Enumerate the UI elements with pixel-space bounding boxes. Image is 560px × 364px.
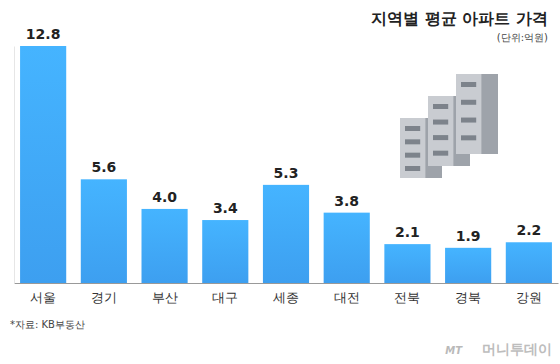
x-tick: 경기 bbox=[91, 283, 117, 305]
building-window bbox=[461, 82, 476, 87]
building-window bbox=[405, 139, 420, 144]
data-label: 5.6 bbox=[91, 159, 116, 175]
x-tick: 서울 bbox=[30, 283, 56, 305]
data-label: 3.8 bbox=[334, 193, 359, 209]
building-window bbox=[461, 135, 476, 140]
data-label: 4.0 bbox=[152, 189, 177, 205]
bar bbox=[263, 185, 309, 283]
y-axis-line bbox=[14, 47, 15, 284]
building-window bbox=[405, 153, 420, 158]
x-tick: 경북 bbox=[455, 283, 481, 305]
x-tick-label: 세종 bbox=[273, 290, 299, 305]
building-window bbox=[433, 135, 448, 140]
x-tick: 대구 bbox=[212, 283, 238, 305]
x-tick-label: 경북 bbox=[455, 290, 481, 305]
bars bbox=[20, 46, 552, 283]
x-tick-label: 대전 bbox=[334, 290, 360, 305]
building-front bbox=[456, 74, 481, 154]
building-front bbox=[428, 96, 453, 166]
data-labels: 12.8 5.6 4.0 3.4 5.3 3.8 2.1 1.9 2.2 bbox=[26, 26, 541, 244]
bar bbox=[506, 242, 552, 283]
chart: 12.8 5.6 4.0 3.4 5.3 3.8 2.1 1.9 2.2 서울 경기 부산 대구 세종 대전… bbox=[0, 0, 560, 364]
subtitle: (단위:억원) bbox=[497, 32, 548, 43]
x-tick-label: 전북 bbox=[394, 290, 420, 305]
x-tick-label: 강원 bbox=[516, 290, 542, 305]
building-side bbox=[481, 74, 498, 154]
bar bbox=[142, 209, 188, 283]
building-window bbox=[433, 151, 448, 156]
data-label: 2.1 bbox=[395, 224, 420, 240]
bar bbox=[202, 220, 248, 283]
building-icons bbox=[400, 74, 498, 178]
building-window bbox=[433, 104, 448, 109]
x-tick: 강원 bbox=[516, 283, 542, 305]
data-label: 1.9 bbox=[456, 228, 481, 244]
bar bbox=[324, 213, 370, 283]
source: *자료: KB부동산 bbox=[10, 319, 85, 330]
bar bbox=[81, 179, 127, 283]
x-tick-label: 경기 bbox=[91, 290, 117, 305]
building-window bbox=[433, 120, 448, 125]
logo-text: 머니투데이 bbox=[482, 341, 552, 357]
building-window bbox=[461, 100, 476, 105]
building-front bbox=[400, 118, 425, 178]
x-axis-line bbox=[15, 283, 559, 284]
bar bbox=[20, 46, 66, 283]
building-window bbox=[405, 166, 420, 171]
building-window bbox=[461, 118, 476, 123]
logo-mark: MT bbox=[445, 345, 463, 356]
x-tick-label: 서울 bbox=[30, 290, 56, 305]
x-tick-label: 부산 bbox=[152, 290, 178, 305]
x-tick: 부산 bbox=[152, 283, 178, 305]
data-label: 3.4 bbox=[213, 200, 238, 216]
x-tick-label: 대구 bbox=[212, 290, 238, 305]
data-label: 5.3 bbox=[274, 165, 299, 181]
bar bbox=[384, 244, 430, 283]
x-tick: 세종 bbox=[273, 283, 299, 305]
building-window bbox=[405, 126, 420, 131]
bar bbox=[445, 248, 491, 283]
x-axis: 서울 경기 부산 대구 세종 대전 전북 경북 강원 bbox=[15, 283, 559, 305]
y-axis bbox=[14, 47, 15, 284]
data-label: 2.2 bbox=[516, 222, 541, 238]
x-tick: 전북 bbox=[394, 283, 420, 305]
data-label: 12.8 bbox=[26, 26, 61, 42]
x-tick: 대전 bbox=[334, 283, 360, 305]
title: 지역별 평균 아파트 가격 bbox=[371, 9, 548, 28]
